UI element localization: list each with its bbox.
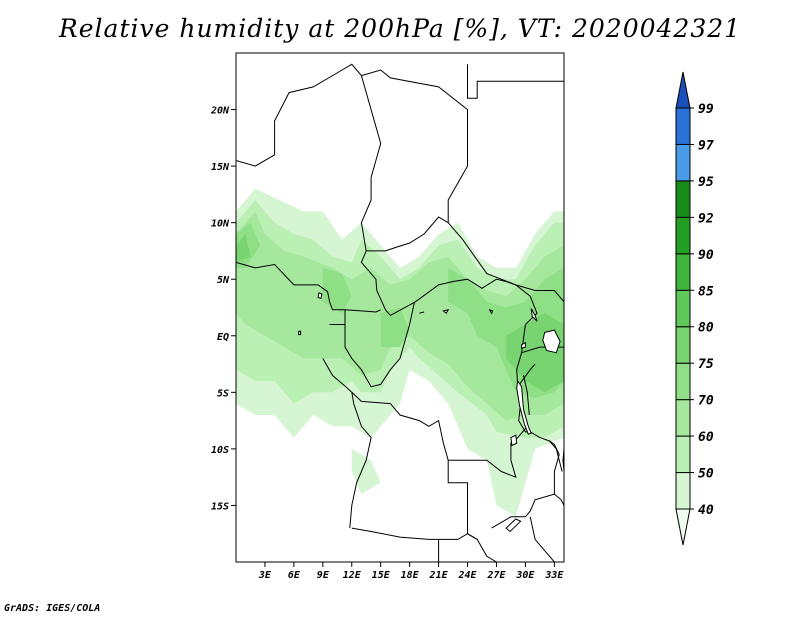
colorbar-label: 60 [698, 430, 714, 445]
colorbar-label: 99 [698, 102, 714, 117]
country-borders [236, 63, 574, 562]
lake-outline [488, 308, 494, 315]
colorbar-segment [675, 216, 691, 255]
colorbar-segment [675, 435, 691, 474]
country-border [344, 301, 415, 388]
lon-tick-label: 18E [401, 570, 420, 581]
lat-tick-label: 5N [217, 275, 230, 286]
map-axes: 20N 15N 10N 5N EQ 5S 10S 15S 3E 6E 9E 12E 15E 18E 21E 2… [210, 106, 564, 581]
country-border [322, 358, 372, 529]
country-border [523, 375, 530, 416]
lake-outline [530, 308, 538, 322]
country-border [529, 516, 555, 562]
lake-outline [567, 392, 569, 437]
lat-tick-label: 10S [211, 445, 229, 456]
country-border [236, 63, 362, 167]
colorbar-segment [675, 362, 691, 401]
colorbar-segment [675, 143, 691, 182]
country-border [360, 75, 449, 252]
humidity-region-40 [351, 448, 381, 495]
map-frame [235, 52, 565, 563]
colorbar-label: 97 [698, 138, 714, 153]
colorbar-segment [675, 253, 691, 291]
lon-tick-label: 3E [258, 570, 272, 581]
lake-outline [510, 434, 518, 447]
lat-tick-label: 15N [211, 162, 230, 173]
lon-tick-label: 15E [372, 570, 391, 581]
colorbar-label: 40 [698, 503, 714, 518]
lon-tick-label: 21E [429, 570, 449, 581]
lake-outline [521, 341, 526, 349]
country-border [554, 493, 564, 506]
lat-tick-label: 20N [210, 106, 230, 117]
colorbar-label: 75 [698, 357, 714, 372]
country-border [549, 440, 563, 472]
colorbar-label: 95 [698, 175, 714, 190]
colorbar-segment [675, 399, 691, 437]
colorbar-segment [675, 289, 691, 328]
colorbar-segment [675, 472, 691, 510]
colorbar-label: 92 [698, 211, 714, 226]
colorbar-label: 85 [698, 284, 714, 299]
lat-tick-label: 15S [211, 501, 229, 512]
colorbar-label: 50 [698, 467, 714, 482]
lon-tick-label: 12E [343, 570, 362, 581]
lon-tick-label: 27E [486, 570, 506, 581]
lake-outline [419, 311, 425, 314]
colorbar-bottom-arrow [675, 508, 691, 546]
humidity-region-70 [380, 307, 410, 348]
country-border [351, 527, 497, 562]
lake-outline [442, 309, 450, 314]
colorbar-segment [675, 107, 691, 145]
colorbar-top-arrow [675, 71, 691, 109]
lake-outline [505, 518, 522, 533]
lake-outline [516, 379, 532, 435]
lon-tick-label: 6E [288, 570, 301, 581]
colorbar-label: 80 [698, 321, 714, 336]
country-border [467, 64, 564, 99]
colorbar-segment [675, 326, 691, 364]
country-border [351, 391, 449, 461]
lon-tick-label: 30E [515, 570, 535, 581]
grads-credit: GrADS: IGES/COLA [4, 603, 101, 614]
chart-title: Relative humidity at 200hPa [%], VT: 202… [58, 14, 742, 43]
country-border [360, 250, 538, 540]
humidity-contours [236, 188, 564, 517]
lat-tick-label: 10N [211, 219, 230, 230]
lon-tick-label: 9E [317, 570, 330, 581]
colorbar-segment [675, 180, 691, 218]
lake-outline [317, 292, 323, 300]
country-border [517, 363, 536, 387]
lake-outline [542, 329, 561, 354]
colorbar-label: 70 [698, 394, 714, 409]
lon-tick-label: 24E [457, 570, 477, 581]
lon-tick-label: 33E [544, 570, 564, 581]
country-border [236, 261, 381, 313]
colorbar-label: 90 [698, 248, 714, 263]
lake-outline [298, 330, 302, 336]
lat-tick-label: 5S [217, 388, 229, 399]
lake-outline [569, 330, 574, 347]
country-border [491, 431, 560, 529]
colorbar-legend: 40 50 60 70 75 80 85 90 92 95 97 99 [675, 71, 714, 546]
humidity-region-75 [236, 234, 251, 263]
lat-tick-label: EQ [217, 332, 229, 343]
